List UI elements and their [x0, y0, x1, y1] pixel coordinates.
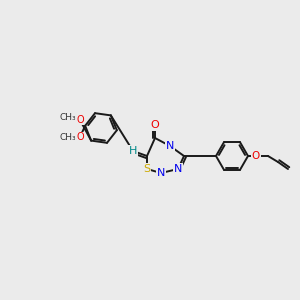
Text: H: H	[129, 146, 137, 156]
Text: S: S	[143, 164, 151, 174]
Text: CH₃: CH₃	[60, 133, 76, 142]
Text: N: N	[174, 164, 182, 174]
Text: CH₃: CH₃	[60, 112, 76, 122]
Text: O: O	[76, 115, 84, 125]
Text: O: O	[252, 151, 260, 161]
Text: N: N	[157, 168, 165, 178]
Text: O: O	[151, 120, 159, 130]
Text: O: O	[76, 132, 84, 142]
Text: N: N	[166, 141, 174, 151]
